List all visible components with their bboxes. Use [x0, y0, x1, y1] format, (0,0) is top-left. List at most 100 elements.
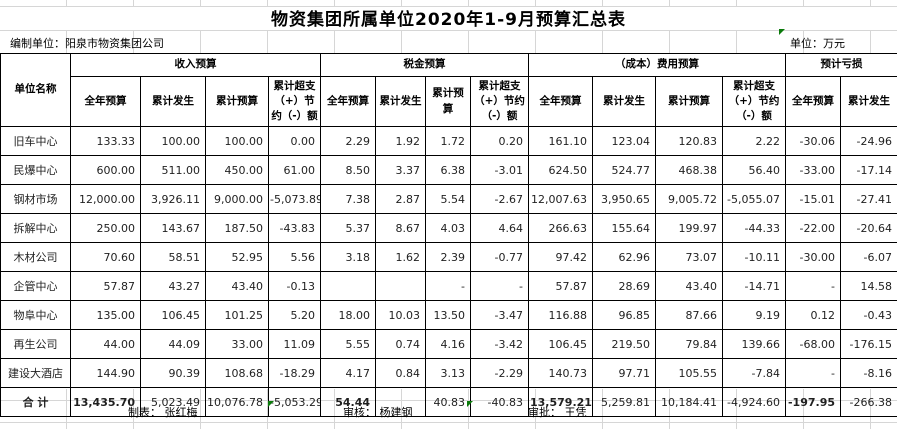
data-cell[interactable] — [375, 271, 426, 301]
row-name-cell[interactable]: 旧车中心 — [0, 126, 71, 156]
data-cell[interactable]: 3,950.65 — [592, 184, 656, 214]
data-cell[interactable]: 3.37 — [375, 155, 426, 185]
data-cell[interactable]: 4.03 — [425, 213, 471, 243]
data-cell[interactable]: -22.00 — [785, 213, 841, 243]
data-cell[interactable]: 56.40 — [722, 155, 786, 185]
data-cell[interactable]: 4.64 — [470, 213, 529, 243]
data-cell[interactable]: -3.47 — [470, 300, 529, 330]
data-cell[interactable]: 116.88 — [528, 300, 593, 330]
data-cell[interactable]: 600.00 — [70, 155, 141, 185]
data-cell[interactable]: 143.67 — [140, 213, 206, 243]
data-cell[interactable]: 0.12 — [785, 300, 841, 330]
data-cell[interactable]: 7.38 — [320, 184, 376, 214]
header-group-cost[interactable]: （成本）费用预算 — [528, 53, 786, 77]
data-cell[interactable]: 10,184.41 — [655, 387, 723, 417]
data-cell[interactable]: 6.38 — [425, 155, 471, 185]
data-cell[interactable]: 1.72 — [425, 126, 471, 156]
data-cell[interactable]: - — [785, 358, 841, 388]
data-cell[interactable]: 52.95 — [205, 242, 269, 272]
data-cell[interactable]: 13.50 — [425, 300, 471, 330]
data-cell[interactable]: 58.51 — [140, 242, 206, 272]
data-cell[interactable]: 2.87 — [375, 184, 426, 214]
data-cell[interactable]: 73.07 — [655, 242, 723, 272]
data-cell[interactable]: - — [470, 271, 529, 301]
data-cell[interactable]: 97.42 — [528, 242, 593, 272]
data-cell[interactable]: -33.00 — [785, 155, 841, 185]
data-cell[interactable]: 2.29 — [320, 126, 376, 156]
data-cell[interactable]: -6.07 — [840, 242, 897, 272]
data-cell[interactable]: 28.69 — [592, 271, 656, 301]
data-cell[interactable]: 79.84 — [655, 329, 723, 359]
data-cell[interactable]: 139.66 — [722, 329, 786, 359]
data-cell[interactable]: 8.67 — [375, 213, 426, 243]
data-cell[interactable]: 10,076.78 — [205, 387, 269, 417]
data-cell[interactable]: 40.83 — [425, 387, 471, 417]
data-cell[interactable]: -20.64 — [840, 213, 897, 243]
data-cell[interactable]: 1.92 — [375, 126, 426, 156]
data-cell[interactable]: -27.41 — [840, 184, 897, 214]
data-cell[interactable]: 187.50 — [205, 213, 269, 243]
data-cell[interactable]: -0.43 — [840, 300, 897, 330]
data-cell[interactable]: 14.58 — [840, 271, 897, 301]
data-cell[interactable]: 5,259.81 — [592, 387, 656, 417]
data-cell[interactable]: 3,926.11 — [140, 184, 206, 214]
data-cell[interactable]: -18.29 — [268, 358, 321, 388]
data-cell[interactable]: 100.00 — [140, 126, 206, 156]
data-cell[interactable]: 61.00 — [268, 155, 321, 185]
data-cell[interactable]: 3.13 — [425, 358, 471, 388]
header-tax-budget[interactable]: 累计预算 — [425, 76, 471, 127]
data-cell[interactable]: 13,579.21 — [528, 387, 593, 417]
header-unit-name[interactable]: 单位名称 — [0, 53, 71, 127]
data-cell[interactable]: 62.96 — [592, 242, 656, 272]
data-cell[interactable]: 5.54 — [425, 184, 471, 214]
header-income-actual[interactable]: 累计发生 — [140, 76, 206, 127]
row-name-cell[interactable]: 再生公司 — [0, 329, 71, 359]
header-income-variance[interactable]: 累计超支（+）节约（-）额 — [268, 76, 321, 127]
data-cell[interactable]: -7.84 — [722, 358, 786, 388]
header-group-loss[interactable]: 预计亏损 — [785, 53, 897, 77]
data-cell[interactable]: -40.83 — [470, 387, 529, 417]
header-group-tax[interactable]: 税金预算 — [320, 53, 529, 77]
data-cell[interactable]: -17.14 — [840, 155, 897, 185]
data-cell[interactable]: -176.15 — [840, 329, 897, 359]
header-income-annual[interactable]: 全年预算 — [70, 76, 141, 127]
data-cell[interactable]: 5,023.49 — [140, 387, 206, 417]
row-name-cell[interactable]: 民爆中心 — [0, 155, 71, 185]
data-cell[interactable]: -2.29 — [470, 358, 529, 388]
data-cell[interactable]: -5,055.07 — [722, 184, 786, 214]
data-cell[interactable]: 11.09 — [268, 329, 321, 359]
data-cell[interactable]: 266.63 — [528, 213, 593, 243]
data-cell[interactable]: 2.22 — [722, 126, 786, 156]
data-cell[interactable]: 44.09 — [140, 329, 206, 359]
data-cell[interactable]: - — [785, 271, 841, 301]
data-cell[interactable]: 43.27 — [140, 271, 206, 301]
data-cell[interactable]: 511.00 — [140, 155, 206, 185]
data-cell[interactable]: -8.16 — [840, 358, 897, 388]
row-name-cell[interactable]: 钢材市场 — [0, 184, 71, 214]
data-cell[interactable]: -3.42 — [470, 329, 529, 359]
data-cell[interactable]: -10.11 — [722, 242, 786, 272]
data-cell[interactable]: 123.04 — [592, 126, 656, 156]
data-cell[interactable]: 101.25 — [205, 300, 269, 330]
data-cell[interactable]: 33.00 — [205, 329, 269, 359]
data-cell[interactable]: 13,435.70 — [70, 387, 141, 417]
header-loss-actual[interactable]: 累计发生 — [840, 76, 897, 127]
data-cell[interactable]: 5.37 — [320, 213, 376, 243]
data-cell[interactable]: 0.20 — [470, 126, 529, 156]
data-cell[interactable]: -15.01 — [785, 184, 841, 214]
data-cell[interactable]: 100.00 — [205, 126, 269, 156]
data-cell[interactable]: 135.00 — [70, 300, 141, 330]
header-group-income[interactable]: 收入预算 — [70, 53, 321, 77]
data-cell[interactable]: -68.00 — [785, 329, 841, 359]
data-cell[interactable]: -30.00 — [785, 242, 841, 272]
header-loss-annual[interactable]: 全年预算 — [785, 76, 841, 127]
data-cell[interactable]: 450.00 — [205, 155, 269, 185]
data-cell[interactable]: 5.20 — [268, 300, 321, 330]
data-cell[interactable]: 199.97 — [655, 213, 723, 243]
data-cell[interactable]: 57.87 — [70, 271, 141, 301]
data-cell[interactable]: 140.73 — [528, 358, 593, 388]
header-tax-variance[interactable]: 累计超支（+）节约（-）额 — [470, 76, 529, 127]
data-cell[interactable]: 43.40 — [205, 271, 269, 301]
data-cell[interactable]: 120.83 — [655, 126, 723, 156]
data-cell[interactable]: 105.55 — [655, 358, 723, 388]
